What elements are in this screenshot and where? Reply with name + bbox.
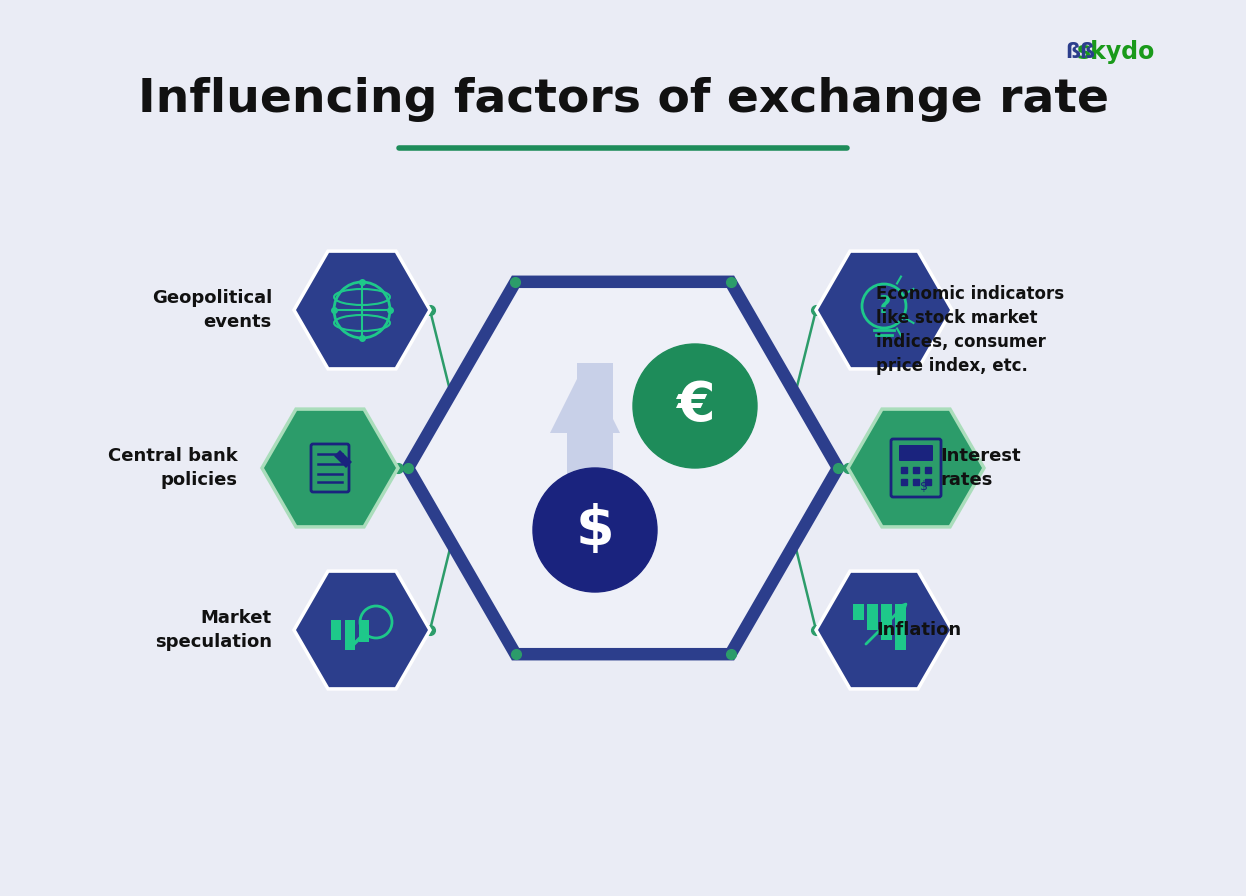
Text: Influencing factors of exchange rate: Influencing factors of exchange rate <box>137 77 1109 123</box>
Polygon shape <box>549 363 621 573</box>
Polygon shape <box>294 251 430 369</box>
Polygon shape <box>262 409 397 527</box>
Circle shape <box>533 468 657 592</box>
Text: Geopolitical
events: Geopolitical events <box>152 289 272 332</box>
Polygon shape <box>559 363 630 573</box>
Bar <box>359 620 369 642</box>
Text: Economic indicators
like stock market
indices, consumer
price index, etc.: Economic indicators like stock market in… <box>876 285 1064 375</box>
FancyBboxPatch shape <box>900 445 933 461</box>
Text: Inflation: Inflation <box>876 621 961 639</box>
Circle shape <box>633 344 758 468</box>
Text: $: $ <box>576 503 614 557</box>
Polygon shape <box>816 571 952 689</box>
Bar <box>866 604 877 630</box>
Text: ?: ? <box>877 294 891 318</box>
Bar <box>331 620 341 640</box>
Polygon shape <box>407 282 839 654</box>
Polygon shape <box>816 251 952 369</box>
Text: €: € <box>675 379 714 433</box>
Polygon shape <box>849 409 984 527</box>
Bar <box>345 620 355 650</box>
Bar <box>881 604 891 640</box>
Polygon shape <box>294 571 430 689</box>
Text: ßß: ßß <box>1065 42 1095 62</box>
Text: Central bank
policies: Central bank policies <box>108 447 238 489</box>
Bar <box>895 604 906 650</box>
Bar <box>852 604 863 620</box>
Text: Market
speculation: Market speculation <box>155 609 272 651</box>
Text: skydo: skydo <box>1077 40 1155 64</box>
Polygon shape <box>334 450 353 468</box>
Text: $: $ <box>920 479 928 493</box>
Text: Interest
rates: Interest rates <box>939 447 1020 489</box>
